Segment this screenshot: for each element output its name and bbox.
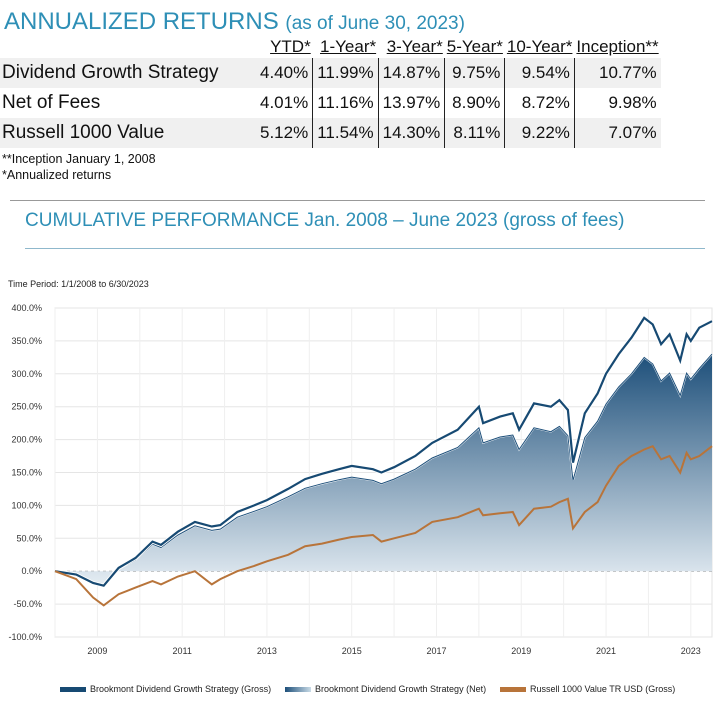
row-name: Net of Fees (2, 92, 101, 113)
legend-item-net: Brookmont Dividend Growth Strategy (Net) (285, 684, 486, 694)
y-tick-label: 300.0% (11, 369, 42, 379)
section-divider (10, 200, 705, 201)
chart-legend: Brookmont Dividend Growth Strategy (Gros… (0, 684, 715, 704)
cumulative-performance-title: CUMULATIVE PERFORMANCE Jan. 2008 – June … (25, 210, 625, 231)
table-cell: 9.54% (504, 58, 575, 88)
y-tick-label: 350.0% (11, 336, 42, 346)
cumulative-performance-chart: Time Period: 1/1/2008 to 6/30/2023 400.0… (8, 279, 713, 656)
table-cell: 11.16% (312, 88, 379, 118)
header-5y-label: 5-Year* (446, 37, 503, 56)
table-cell: 11.54% (312, 118, 379, 148)
table-cell: 9.75% (444, 58, 505, 88)
y-tick-label: -100.0% (8, 632, 42, 642)
table-cell: 9.22% (504, 118, 575, 148)
returns-header-row: YTD* 1-Year* 3-Year* 5-Year* 10-Year* In… (0, 36, 661, 58)
header-3y-label: 3-Year* (386, 37, 443, 56)
gross-series-line (54, 316, 713, 587)
y-axis: 400.0% 350.0% 300.0% 250.0% 200.0% 150.0% 100.… (8, 303, 42, 642)
y-tick-label: 50.0% (16, 533, 42, 543)
x-tick-label: 2019 (511, 646, 531, 656)
x-tick-label: 2015 (342, 646, 362, 656)
header-1y-label: 1-Year* (320, 37, 377, 56)
legend-swatch-russell (500, 686, 526, 692)
x-tick-label: 2011 (172, 646, 191, 656)
legend-label-net: Brookmont Dividend Growth Strategy (Net) (315, 684, 487, 694)
legend-label-gross: Brookmont Dividend Growth Strategy (Gros… (90, 684, 272, 694)
table-cell: 5.12% (256, 118, 313, 148)
x-tick-label: 2009 (87, 646, 107, 656)
x-tick-label: 2023 (681, 646, 701, 656)
table-cell: 10.77% (573, 58, 661, 88)
returns-table: YTD* 1-Year* 3-Year* 5-Year* 10-Year* In… (0, 36, 661, 148)
table-cell: 8.90% (444, 88, 505, 118)
table-cell: 8.72% (504, 88, 575, 118)
x-tick-label: 2013 (257, 646, 277, 656)
legend-swatch-gross (60, 686, 86, 692)
table-row: Net of Fees 4.01% 11.16% 13.97% 8.90% 8.… (0, 88, 661, 118)
header-ytd: YTD* (256, 36, 313, 58)
row-name: Russell 1000 Value (0, 118, 256, 148)
net-series-area (55, 354, 712, 587)
y-tick-label: 400.0% (11, 303, 42, 313)
header-3y: 3-Year* (378, 36, 445, 58)
table-cell: 4.40% (256, 58, 313, 88)
annualized-note: *Annualized returns (2, 168, 112, 182)
header-10y-label: 10-Year* (506, 37, 573, 56)
y-tick-label: 0.0% (21, 566, 42, 576)
header-5y: 5-Year* (445, 36, 505, 58)
legend-swatch-net (285, 686, 311, 692)
header-10y: 10-Year* (505, 36, 575, 58)
row-name: Dividend Growth Strategy (0, 58, 256, 88)
legend-item-russell: Russell 1000 Value TR USD (Gross) (500, 684, 675, 694)
legend-item-gross: Brookmont Dividend Growth Strategy (Gros… (60, 684, 271, 694)
table-cell: 14.30% (377, 118, 445, 148)
time-period-label: Time Period: 1/1/2008 to 6/30/2023 (8, 279, 149, 289)
net-series-edge (54, 353, 713, 587)
table-cell: 7.07% (573, 118, 661, 148)
annualized-returns-title: ANNUALIZED RETURNS (as of June 30, 2023) (4, 8, 465, 36)
table-row: Russell 1000 Value 5.12% 11.54% 14.30% 8… (0, 118, 661, 148)
legend-label-russell: Russell 1000 Value TR USD (Gross) (530, 684, 676, 694)
table-cell: 4.01% (260, 93, 309, 112)
table-cell: 9.98% (573, 88, 661, 118)
y-tick-label: 100.0% (11, 500, 42, 510)
y-tick-label: 250.0% (11, 402, 42, 412)
table-cell: 11.99% (312, 58, 379, 88)
inception-note: **Inception January 1, 2008 (2, 152, 156, 166)
x-tick-label: 2017 (426, 646, 446, 656)
title-date: (as of June 30, 2023) (285, 13, 465, 34)
y-tick-label: 150.0% (11, 468, 42, 478)
x-axis: 2009 2011 2013 2015 2017 2019 2021 2023 (87, 646, 700, 656)
header-inception-label: Inception** (576, 37, 659, 56)
table-row: Dividend Growth Strategy 4.40% 11.99% 14… (0, 58, 661, 88)
y-tick-label: 200.0% (11, 435, 42, 445)
header-inception: Inception** (574, 36, 660, 58)
x-tick-label: 2021 (596, 646, 616, 656)
table-cell: 13.97% (377, 88, 445, 118)
y-tick-label: -50.0% (13, 599, 42, 609)
table-cell: 14.87% (377, 58, 445, 88)
table-cell: 8.11% (444, 118, 505, 148)
title-main: ANNUALIZED RETURNS (4, 8, 279, 35)
russell-series-line (54, 444, 713, 607)
header-blank (0, 36, 256, 58)
header-ytd-label: YTD* (270, 37, 311, 56)
title-underline (25, 248, 705, 249)
header-1y: 1-Year* (313, 36, 378, 58)
